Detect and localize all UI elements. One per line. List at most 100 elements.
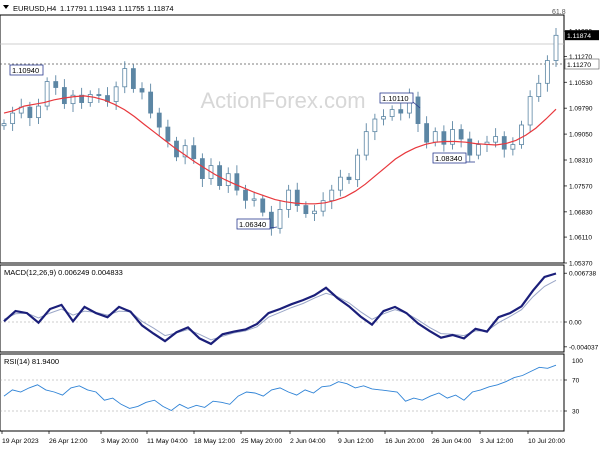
candle-body — [36, 105, 41, 119]
price-tick-label: 1.09050 — [569, 132, 593, 139]
candle-body — [122, 68, 128, 88]
candle-body — [475, 144, 481, 156]
ohlc-high: 1.11943 — [89, 4, 116, 13]
ohlc-close: 1.11874 — [147, 4, 174, 13]
rsi-line — [3, 364, 557, 412]
x-tick-label: 9 Jun 12:00 — [338, 438, 374, 445]
candle-body — [441, 131, 447, 145]
candle-body — [234, 173, 240, 191]
price-tick-label: 1.06110 — [569, 235, 592, 242]
annotation-label: 1.06340 — [239, 220, 266, 229]
candle-body — [536, 82, 542, 98]
candle-body — [87, 94, 93, 103]
candle-body — [182, 145, 188, 158]
candle-body — [493, 136, 499, 143]
candle-body — [389, 109, 395, 117]
candle-body — [277, 209, 283, 229]
candle-body — [243, 189, 248, 201]
annotation-leader — [269, 226, 278, 229]
ohlc-low: 1.11755 — [118, 4, 145, 13]
candle-body — [527, 96, 533, 126]
x-tick-label: 25 May 20:00 — [241, 438, 282, 445]
rsi-tick-label: 100 — [572, 358, 583, 365]
candle-body — [381, 116, 386, 120]
candle-body — [294, 189, 300, 206]
candle-body — [286, 189, 292, 210]
annotation-label: 1.10110 — [382, 94, 409, 103]
moving-average-line — [3, 95, 557, 205]
candle-body — [139, 88, 145, 93]
current-price-tag-label: 1.11874 — [567, 33, 591, 40]
candle-body — [424, 123, 430, 143]
candle-body — [501, 136, 507, 150]
candle-body — [363, 131, 369, 156]
rsi-tick-label: 30 — [572, 409, 580, 416]
candle-body — [1, 123, 7, 127]
candle-body — [130, 68, 136, 89]
price-tick-label: 1.06830 — [569, 209, 593, 216]
candle-body — [61, 87, 67, 105]
x-tick-label: 3 May 20:00 — [101, 438, 139, 445]
level-price-tag — [564, 58, 600, 70]
x-tick-label: 2 Jun 04:00 — [290, 438, 326, 445]
candle-body — [27, 106, 33, 119]
candle-body — [329, 189, 335, 202]
annotation-box[interactable] — [379, 92, 414, 104]
candle-body — [346, 176, 352, 181]
candle-body — [148, 91, 154, 114]
candle-body — [372, 118, 378, 133]
macd-tick-label: 0.006738 — [569, 271, 596, 278]
candle-body — [337, 176, 343, 191]
macd-tick-label: -0.004037 — [569, 344, 599, 351]
watermark: ActionForex.com — [200, 88, 365, 113]
price-tick-label: 1.11270 — [569, 54, 592, 61]
annotation-leader — [412, 101, 421, 109]
candle-body — [191, 145, 197, 160]
price-tick-label: 1.05370 — [569, 261, 593, 268]
candle-body — [10, 112, 16, 124]
price-tick-label: 1.07570 — [569, 183, 593, 190]
annotation-box[interactable] — [432, 152, 467, 164]
current-price-tag — [565, 30, 599, 41]
symbol-label: EURUSD,H4 — [13, 4, 56, 13]
x-tick-label: 10 Jul 20:00 — [528, 438, 565, 445]
candle-body — [165, 126, 171, 142]
candle-body — [415, 96, 421, 124]
candle-body — [450, 129, 455, 145]
triangle-down-icon[interactable] — [3, 5, 9, 9]
candle-body — [70, 94, 76, 105]
candle-body — [96, 94, 102, 96]
candle-body — [355, 154, 361, 181]
rsi-title: RSI(14) 81.9400 — [4, 357, 59, 366]
x-tick-label: 16 Jun 20:00 — [385, 438, 425, 445]
candle-body — [79, 94, 85, 103]
x-tick-label: 19 Apr 2023 — [2, 438, 39, 445]
candle-body — [303, 205, 309, 215]
candle-body — [225, 173, 231, 186]
annotation-label: 1.10940 — [12, 66, 39, 75]
candle-body — [519, 124, 524, 146]
price-tick-label: 1.10530 — [569, 80, 593, 87]
annotation-box[interactable] — [9, 64, 44, 76]
x-tick-label: 11 May 04:00 — [147, 438, 188, 445]
candle-body — [320, 200, 326, 212]
candle-body — [113, 86, 119, 102]
candle-body — [199, 158, 205, 179]
fibo-label: 61.8 — [552, 9, 566, 16]
x-tick-label: 18 May 12:00 — [194, 438, 235, 445]
macd-line — [3, 272, 557, 346]
candle-body — [458, 129, 464, 140]
annotation-box[interactable] — [236, 218, 271, 230]
candle-body — [312, 210, 317, 215]
candle-body — [510, 144, 516, 150]
candle-body — [260, 198, 266, 213]
candle-body — [467, 138, 473, 156]
candle-body — [398, 109, 404, 114]
candle-body — [44, 81, 50, 107]
price-tick-label: 1.09790 — [569, 106, 593, 113]
price-tick-label: 1.08310 — [569, 158, 593, 165]
x-tick-label: 26 Apr 12:00 — [49, 438, 88, 445]
candle-body — [53, 81, 59, 88]
rsi-panel[interactable] — [0, 353, 565, 432]
